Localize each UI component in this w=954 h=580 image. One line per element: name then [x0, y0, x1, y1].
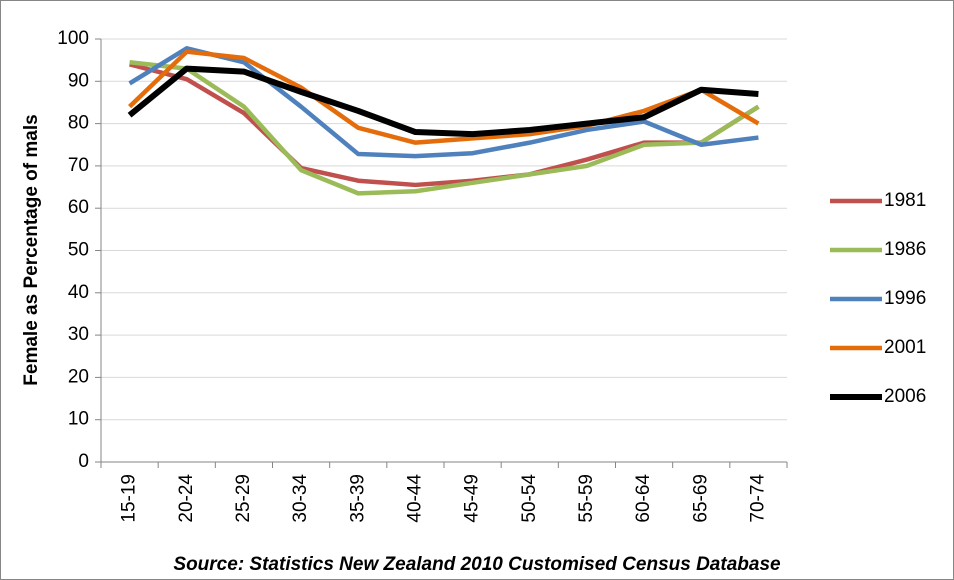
x-tick-label: 30-34 [290, 474, 311, 523]
y-tick-label: 50 [68, 240, 89, 261]
x-tick-label: 55-59 [576, 474, 597, 523]
x-tick-label: 40-44 [404, 474, 425, 523]
y-tick-label: 40 [68, 282, 89, 303]
series-line [127, 65, 759, 138]
y-tick-label: 60 [68, 197, 89, 218]
x-tick-label: 20-24 [176, 474, 197, 523]
x-tick-label: 35-39 [347, 474, 368, 523]
y-tick-label: 0 [78, 451, 89, 472]
x-tick-label: 70-74 [747, 474, 768, 523]
legend-label: 1996 [884, 288, 926, 309]
legend-label: 1981 [884, 190, 926, 211]
y-tick-label: 30 [68, 324, 89, 345]
x-tick-label: 65-69 [690, 474, 711, 523]
x-tick-label: 50-54 [519, 474, 540, 523]
series-line [129, 60, 760, 196]
y-tick-label: 20 [68, 366, 89, 387]
x-tick-label: 15-19 [119, 474, 140, 523]
legend-label: 1986 [884, 239, 926, 260]
y-tick-label: 100 [57, 28, 89, 49]
x-tick-label: 45-49 [462, 474, 483, 523]
y-tick-label: 80 [68, 113, 89, 134]
y-tick-label: 90 [68, 70, 89, 91]
source-note: Source: Statistics New Zealand 2010 Cust… [173, 554, 781, 575]
series-line [128, 46, 759, 159]
series-line [128, 49, 760, 145]
y-axis-title: Female as Percentage of mals [21, 114, 42, 385]
legend-label: 2001 [884, 337, 926, 358]
y-tick-label: 70 [68, 155, 89, 176]
x-tick-label: 60-64 [633, 474, 654, 523]
x-tick-label: 25-29 [233, 474, 254, 523]
y-tick-label: 10 [68, 409, 89, 430]
legend-label: 2006 [884, 386, 926, 407]
